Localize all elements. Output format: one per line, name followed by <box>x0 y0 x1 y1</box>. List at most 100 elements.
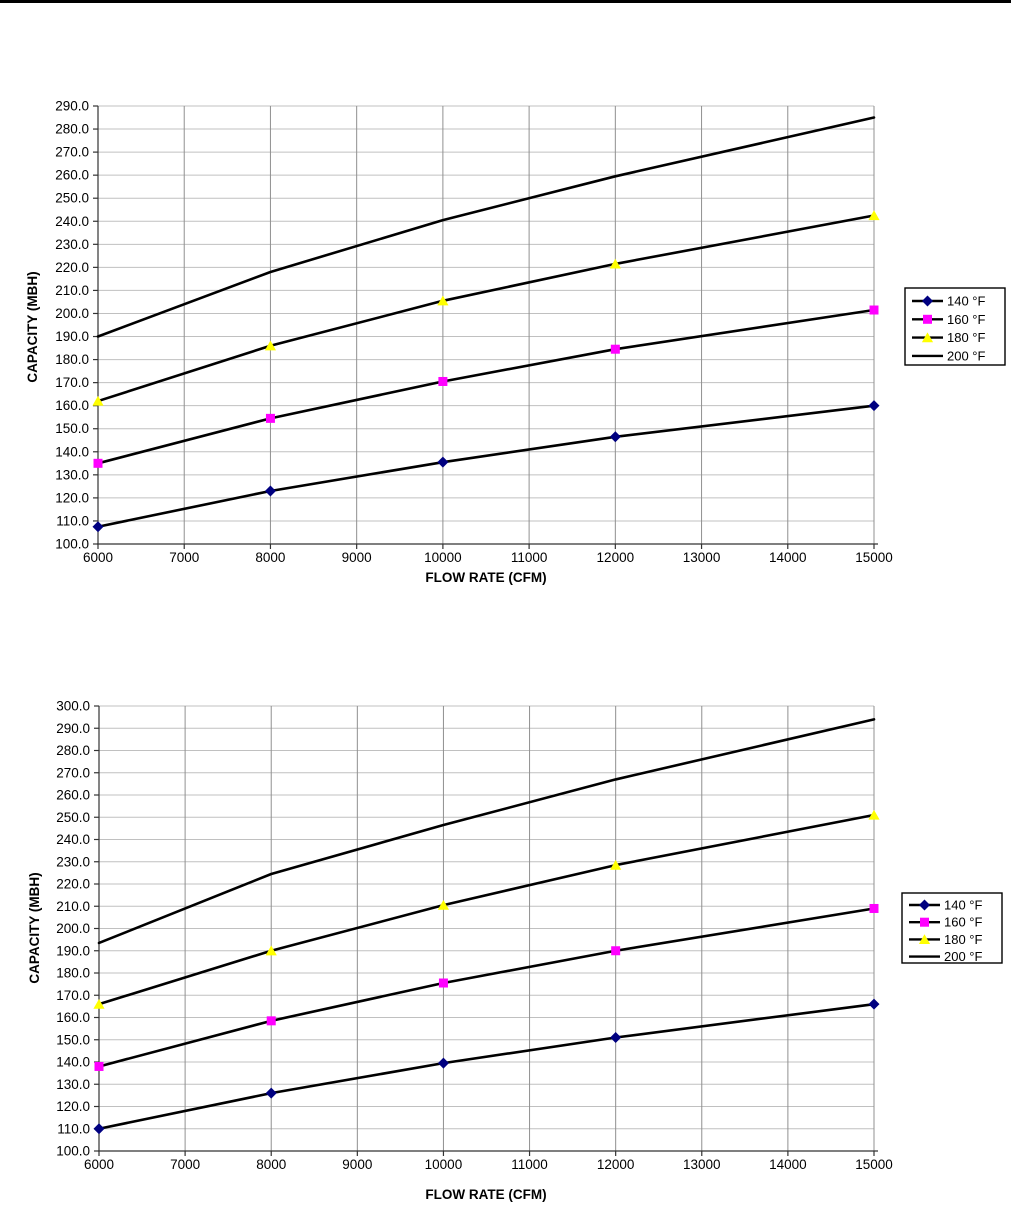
marker-diamond-140-f <box>265 1087 277 1099</box>
series-160-f <box>93 305 879 468</box>
y-tick-label: 110.0 <box>56 513 89 528</box>
y-tick-label: 290.0 <box>56 721 90 736</box>
series-line-200-f <box>96 116 876 338</box>
y-tick-label: 220.0 <box>56 877 90 892</box>
y-tick-label: 150.0 <box>55 421 89 436</box>
marker-triangle-180-f <box>868 809 880 820</box>
marker-triangle-180-f <box>437 899 450 910</box>
y-tick-label: 290.0 <box>55 99 89 114</box>
marker-triangle-180-f <box>610 859 622 870</box>
marker-diamond-140-f <box>609 431 621 443</box>
x-tick-label: 6000 <box>84 1157 114 1172</box>
marker-triangle-legend <box>921 332 934 343</box>
series-line-140-f <box>97 1002 876 1131</box>
y-tick-label: 220.0 <box>55 260 89 275</box>
x-axis-title-top: FLOW RATE (CFM) <box>425 570 546 585</box>
marker-square-160-f <box>94 1061 104 1071</box>
x-axis-title-bottom: FLOW RATE (CFM) <box>425 1187 546 1202</box>
y-tick-label: 260.0 <box>55 168 89 183</box>
y-tick-label: 280.0 <box>55 122 89 137</box>
legend-item-160-f: 160 °F <box>912 312 986 327</box>
marker-square-160-f <box>869 903 879 913</box>
legend-label: 200 °F <box>947 348 986 363</box>
x-tick-labels: 6000 7000 8000 9000 10000 11000 12000 13000 1400… <box>83 550 893 565</box>
x-tick-label: 15000 <box>855 1157 893 1172</box>
y-tick-label: 250.0 <box>55 191 89 206</box>
series-180-f <box>92 210 880 406</box>
x-tick-label: 15000 <box>855 550 893 565</box>
y-tick-label: 150.0 <box>56 1032 90 1047</box>
marker-triangle-180-f <box>437 295 449 306</box>
series-line-200-f <box>97 718 876 945</box>
y-tick-label: 170.0 <box>56 988 90 1003</box>
series-line-160-f <box>96 308 876 465</box>
marker-square-160-f <box>266 1016 276 1026</box>
y-tick-label: 210.0 <box>56 899 90 914</box>
legend-item-160-f: 160 °F <box>909 915 983 930</box>
marker-triangle-180-f <box>92 395 104 406</box>
x-tick-labels: 6000 7000 8000 9000 10000 11000 12000 13000 1400… <box>84 1157 893 1172</box>
legend-label: 160 °F <box>947 312 986 327</box>
x-tick-label: 11000 <box>511 1157 548 1172</box>
series-140-f <box>93 998 880 1135</box>
y-tick-labels: 100.0 110.0 120.0 130.0 140.0 150.0 160.0 170.0… <box>56 699 90 1159</box>
chart-bottom: 100.0 110.0 120.0 130.0 140.0 150.0 160.0 170.0… <box>56 699 1003 1172</box>
x-tick-label: 13000 <box>683 550 721 565</box>
marker-triangle-legend <box>918 934 931 944</box>
marker-diamond-140-f <box>93 1123 105 1135</box>
y-tick-label: 120.0 <box>56 1099 90 1114</box>
legend-item-180-f: 180 °F <box>912 330 986 345</box>
y-tick-label: 190.0 <box>56 943 90 958</box>
marker-diamond-140-f <box>437 1057 449 1069</box>
y-tick-label: 240.0 <box>56 832 90 847</box>
page-top-border <box>0 0 1011 3</box>
legend-item-200-f: 200 °F <box>909 949 983 964</box>
marker-square-160-f <box>611 946 621 956</box>
series-200-f <box>96 116 876 338</box>
y-tick-label: 180.0 <box>56 966 90 981</box>
series-180-f <box>93 809 880 1009</box>
y-tick-label: 130.0 <box>56 1077 90 1092</box>
marker-square-160-f <box>438 978 448 988</box>
y-tick-label: 100.0 <box>56 1144 90 1159</box>
x-gridlines <box>98 706 875 1156</box>
series-line-160-f <box>97 907 876 1068</box>
x-tick-label: 11000 <box>511 550 548 565</box>
marker-square-160-f <box>265 413 275 423</box>
y-tick-label: 270.0 <box>56 765 90 780</box>
x-tick-label: 8000 <box>255 550 285 565</box>
marker-square-160-f <box>93 458 103 468</box>
legend-item-200-f: 200 °F <box>912 348 986 363</box>
x-tick-label: 14000 <box>769 550 807 565</box>
series-160-f <box>94 903 879 1071</box>
marker-square-legend <box>920 917 929 927</box>
y-axis-title-top: CAPACITY (MBH) <box>25 271 40 382</box>
y-tick-label: 230.0 <box>56 854 90 869</box>
x-tick-label: 14000 <box>769 1157 807 1172</box>
y-tick-label: 180.0 <box>55 352 89 367</box>
legend: 140 °F 160 °F 180 °F 200 °F <box>901 892 1003 964</box>
marker-square-160-f <box>869 305 879 315</box>
marker-square-160-f <box>610 344 620 354</box>
marker-triangle-180-f <box>93 998 105 1009</box>
legend-label: 200 °F <box>944 949 983 964</box>
x-tick-label: 12000 <box>597 1157 635 1172</box>
legend-item-140-f: 140 °F <box>912 294 986 309</box>
legend: 140 °F 160 °F 180 °F 200 °F <box>904 287 1006 366</box>
y-tick-labels: 100.0 110.0 120.0 130.0 140.0 150.0 160.0 170.0… <box>55 99 89 552</box>
x-tick-label: 7000 <box>169 550 199 565</box>
marker-triangle-180-f <box>868 210 880 221</box>
y-tick-label: 110.0 <box>57 1121 90 1136</box>
x-gridlines <box>97 106 875 549</box>
series-140-f <box>92 400 880 533</box>
y-tick-label: 140.0 <box>55 444 89 459</box>
x-tick-label: 10000 <box>424 550 462 565</box>
x-tick-label: 13000 <box>683 1157 721 1172</box>
legend-item-180-f: 180 °F <box>909 932 983 947</box>
marker-triangle-180-f <box>609 258 621 269</box>
x-tick-label: 7000 <box>170 1157 200 1172</box>
y-tick-label: 250.0 <box>56 810 90 825</box>
series-200-f <box>97 718 876 945</box>
